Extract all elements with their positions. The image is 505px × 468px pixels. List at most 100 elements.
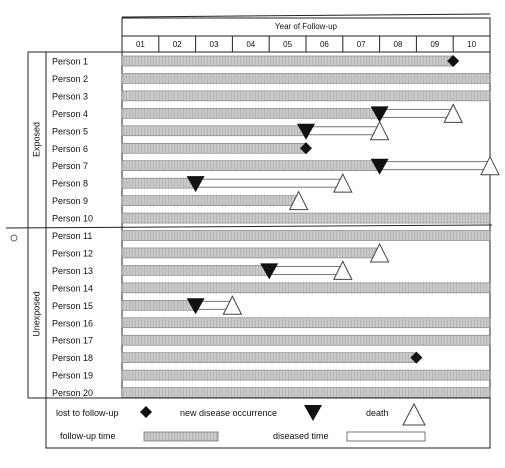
diseased-bar: [305, 126, 380, 136]
person-row: Person 2: [52, 73, 491, 84]
person-label: Person 9: [52, 196, 88, 206]
follow-up-bar: [121, 177, 196, 189]
disease-occurrence-icon: [297, 123, 315, 140]
death-icon: [369, 120, 390, 141]
header-title: Year of Follow-up: [275, 22, 338, 31]
follow-up-bar: [121, 108, 380, 119]
person-label: Person 19: [52, 371, 93, 381]
person-label: Person 16: [52, 318, 93, 328]
death-icon: [443, 103, 464, 123]
follow-up-bar: [121, 387, 491, 398]
person-label: Person 15: [52, 301, 93, 311]
follow-up-bar: [121, 55, 454, 67]
year-label: 03: [210, 40, 219, 49]
person-row: Person 10: [52, 212, 491, 224]
follow-up-bar: [121, 125, 307, 137]
death-icon: [332, 260, 353, 280]
person-label: Person 7: [52, 161, 88, 171]
year-header: 01 02 03 04 05 06 07 08 09 10: [136, 36, 477, 52]
person-label: Person 20: [52, 388, 93, 398]
punch-hole-mark: [10, 234, 18, 242]
legend-lost-label: lost to follow-up: [56, 408, 119, 418]
person-label: Person 17: [52, 336, 93, 346]
death-icon: [480, 155, 500, 176]
person-row: Person 7: [52, 155, 500, 176]
follow-up-bar: [121, 195, 299, 206]
legend-diseased-label: diseased time: [273, 431, 329, 441]
group-label-unexposed: Unexposed: [31, 291, 41, 337]
person-label: Person 2: [52, 74, 88, 84]
year-label: 05: [283, 40, 292, 49]
year-label: 09: [430, 40, 439, 49]
legend-frame: [45, 397, 491, 449]
follow-up-bar: [121, 369, 491, 381]
legend-death-label: death: [366, 408, 389, 418]
person-row: Person 8: [52, 173, 353, 193]
legend-disease-label: new disease occurrence: [180, 408, 277, 418]
person-row: Person 6: [52, 142, 312, 155]
person-row: Person 9: [52, 190, 309, 211]
death-icon: [222, 295, 243, 315]
disease-occurrence-icon: [370, 158, 389, 175]
year-label: 01: [136, 40, 145, 49]
follow-up-bar: [121, 334, 491, 346]
legend: lost to follow-up new disease occurrence…: [45, 397, 491, 449]
person-row: Person 1: [52, 55, 460, 67]
follow-up-bar: [121, 90, 491, 102]
death-icon: [332, 173, 353, 193]
person-label: Person 6: [52, 144, 88, 154]
person-label: Person 18: [52, 353, 93, 363]
person-row: Person 19: [52, 369, 491, 381]
diseased-bar: [379, 161, 491, 171]
disease-occurrence-icon: [186, 176, 205, 193]
death-icon: [288, 190, 309, 211]
person-row: Person 16: [52, 317, 491, 329]
disease-occurrence-icon: [370, 106, 389, 123]
person-row: Person 5: [52, 120, 390, 141]
diseased-bar: [268, 265, 344, 275]
year-label: 10: [467, 40, 476, 49]
person-label: Person 1: [52, 57, 88, 67]
follow-up-bar: [121, 247, 380, 259]
lost-to-follow-up-icon: [300, 142, 312, 155]
follow-up-bar: [121, 265, 270, 276]
person-label: Person 4: [52, 109, 88, 119]
follow-up-bar: [121, 299, 196, 311]
person-row: Person 15: [52, 295, 243, 315]
person-rows: Person 1 Person 2 Person 3 Person 4 Person 5…: [52, 55, 500, 398]
person-label: Person 12: [52, 248, 93, 258]
person-row: Person 4: [52, 103, 464, 123]
person-label: Person 14: [52, 283, 93, 293]
death-icon: [402, 402, 426, 426]
diseased-time-swatch: [346, 431, 426, 442]
year-label: 07: [357, 40, 366, 49]
person-label: Person 8: [52, 179, 88, 189]
person-row: Person 14: [52, 282, 491, 294]
header-top-rule: [121, 13, 491, 18]
person-row: Person 3: [52, 90, 491, 102]
follow-up-time-swatch: [143, 431, 219, 442]
person-row: Person 12: [52, 242, 390, 263]
lost-to-follow-up-icon: [140, 406, 152, 418]
person-row: Person 13: [52, 260, 353, 280]
diseased-bar: [379, 108, 454, 118]
person-label: Person 10: [52, 214, 93, 224]
disease-occurrence-icon: [186, 298, 205, 315]
follow-up-bar: [121, 317, 491, 329]
follow-up-bar: [121, 282, 491, 294]
group-separator: [5, 224, 493, 229]
follow-up-bar: [121, 160, 380, 171]
new-disease-occurrence-icon: [304, 405, 322, 421]
follow-up-bar: [121, 142, 307, 154]
person-row: Person 11: [52, 230, 491, 241]
disease-occurrence-icon: [260, 263, 279, 280]
person-label: Person 11: [52, 231, 92, 241]
group-label-exposed: Exposed: [31, 122, 41, 157]
person-label: Person 13: [52, 266, 93, 276]
year-label: 04: [246, 40, 255, 49]
group-labels: Exposed Unexposed: [31, 122, 41, 337]
death-icon: [369, 242, 390, 263]
diseased-bar: [195, 178, 344, 188]
follow-up-bar: [121, 230, 491, 241]
